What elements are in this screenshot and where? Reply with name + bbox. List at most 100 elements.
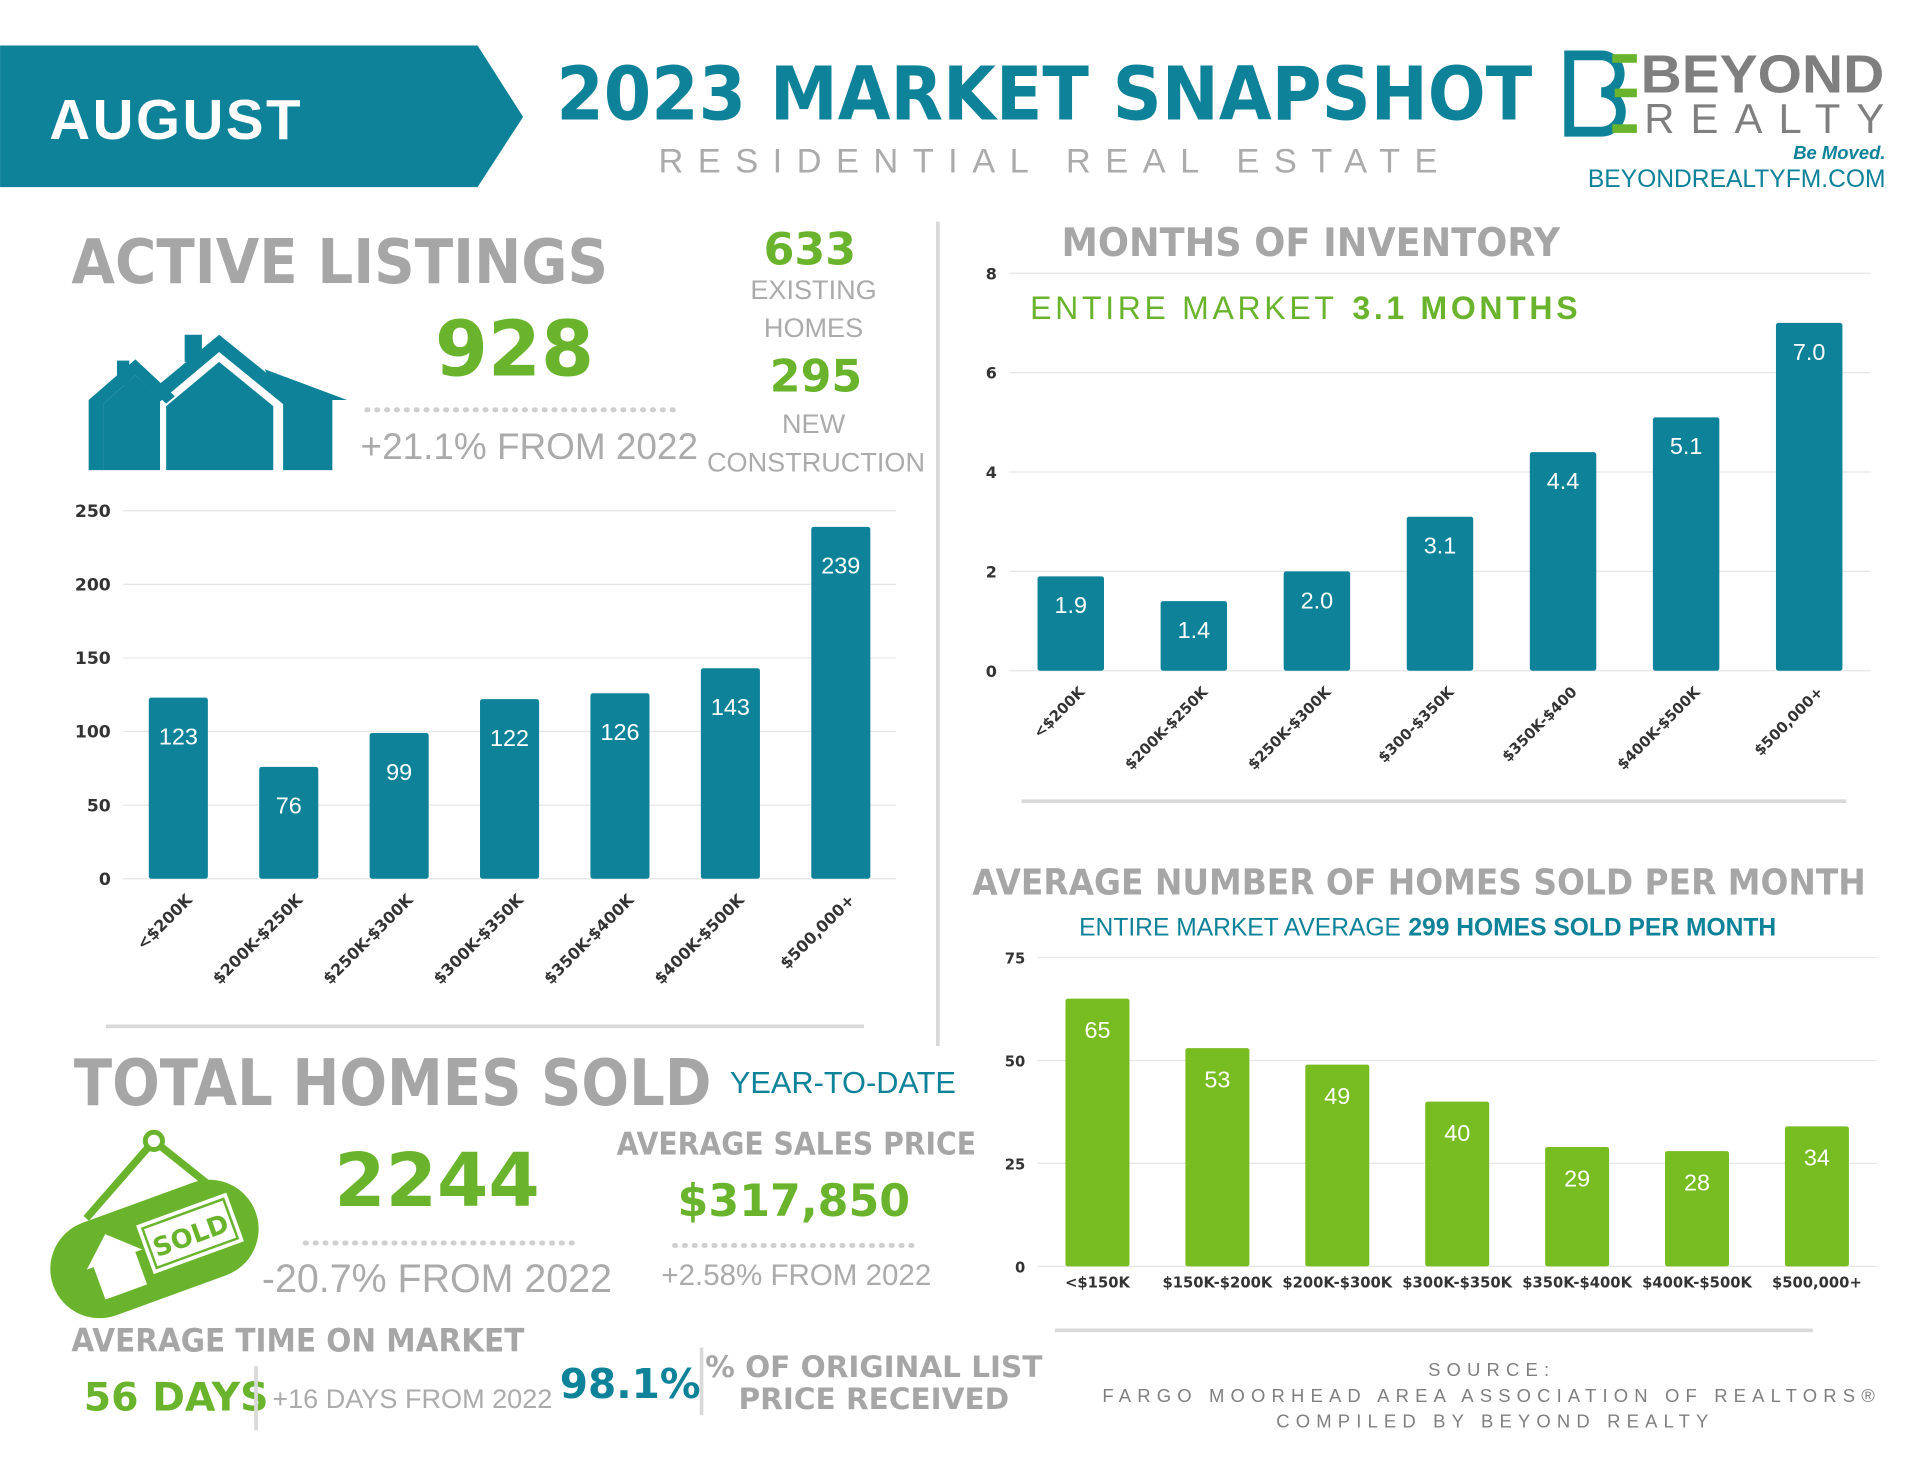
value-label: 28 (1684, 1169, 1710, 1195)
value-label: 40 (1444, 1120, 1470, 1146)
y-tick-label: 0 (99, 870, 111, 890)
bar (1784, 1126, 1849, 1267)
bar (1775, 322, 1843, 671)
y-tick-label: 250 (75, 502, 111, 522)
y-tick-label: 6 (986, 364, 997, 383)
bar (259, 766, 319, 879)
value-label: 1.9 (1055, 592, 1088, 618)
value-label: 126 (600, 719, 639, 745)
y-tick-label: 0 (986, 662, 997, 681)
value-label: 1.4 (1178, 617, 1211, 643)
new-label: CONSTRUCTION (707, 446, 925, 477)
value-label: 2.0 (1301, 587, 1333, 613)
x-tick-label: $400K-$500K (650, 890, 748, 988)
y-tick-label: 75 (1005, 951, 1026, 968)
y-tick-label: 100 (75, 723, 111, 743)
x-tick-label: $300K-$350K (430, 890, 528, 988)
bar (1665, 1151, 1730, 1267)
section-title: TOTAL HOMES SOLD (74, 1047, 712, 1121)
bar (1425, 1101, 1490, 1267)
tagline: Be Moved. (1793, 142, 1885, 163)
chart-title: MONTHS OF INVENTORY (1062, 220, 1561, 266)
price-title: AVERAGE SALES PRICE (617, 1126, 976, 1162)
listings-total: 928 (435, 304, 594, 393)
value-label: 122 (490, 725, 529, 751)
sold-total: 2244 (334, 1138, 539, 1224)
url: BEYONDREALTYFM.COM (1588, 166, 1886, 193)
list-price-value: 98.1% (560, 1360, 701, 1408)
existing-label: EXISTING (750, 274, 876, 305)
bar (700, 668, 760, 879)
source: FARGO MOORHEAD AREA ASSOCIATION OF REALT… (1102, 1385, 1881, 1406)
source: SOURCE: (1428, 1359, 1555, 1380)
sold-sign: SOLD (50, 1129, 259, 1319)
section-title: ACTIVE LISTINGS (71, 226, 608, 298)
y-tick-label: 8 (986, 264, 997, 283)
bar (1652, 417, 1720, 671)
new-label: NEW (782, 408, 846, 439)
existing-count: 633 (764, 225, 856, 276)
price-value: $317,850 (678, 1176, 911, 1227)
x-tick-label: $200K-$250K (1122, 683, 1212, 773)
chart-title: AVERAGE NUMBER OF HOMES SOLD PER MONTH (972, 863, 1865, 904)
bar (148, 697, 208, 879)
y-tick-label: 150 (75, 649, 111, 669)
x-tick-label: $300-$350K (1375, 683, 1458, 766)
month-banner (0, 45, 524, 188)
logo-mark (1564, 50, 1637, 137)
subtitle-value: 3.1 MONTHS (1352, 290, 1581, 326)
subtitle-text: ENTIRE MARKET (1030, 290, 1337, 326)
x-tick-label: $250K-$300K (319, 890, 417, 988)
houses-icon (88, 334, 348, 471)
x-tick-label: $500,000+ (776, 890, 858, 972)
page-subtitle: RESIDENTIAL REAL ESTATE (658, 142, 1437, 180)
y-tick-label: 0 (1015, 1260, 1025, 1277)
x-tick-label: $300K-$350K (1402, 1274, 1512, 1291)
x-tick-label: <$150K (1065, 1274, 1130, 1291)
bar (811, 526, 871, 879)
value-label: 49 (1324, 1083, 1350, 1109)
value-label: 99 (386, 759, 412, 785)
x-tick-label: <$200K (133, 890, 197, 954)
value-label: 29 (1564, 1165, 1590, 1191)
y-tick-label: 2 (986, 563, 997, 582)
value-label: 76 (276, 793, 302, 819)
value-label: 239 (821, 553, 860, 579)
price-change: +2.58% FROM 2022 (661, 1259, 931, 1292)
x-tick-label: $200K-$250K (209, 890, 307, 988)
y-tick-label: 25 (1005, 1157, 1026, 1174)
value-label: 3.1 (1424, 533, 1456, 559)
bar (1185, 1048, 1250, 1267)
bar (1529, 452, 1597, 671)
x-tick-label: $400K-$500K (1642, 1274, 1752, 1291)
subtitle-value: 299 HOMES SOLD PER MONTH (1408, 914, 1776, 941)
value-label: 5.1 (1670, 433, 1703, 459)
time-value: 56 DAYS (84, 1374, 269, 1420)
source: COMPILED BY BEYOND REALTY (1276, 1411, 1714, 1432)
listings-change: +21.1% FROM 2022 (361, 426, 698, 467)
bar (1037, 576, 1104, 671)
list-price-label: % OF ORIGINAL LIST (705, 1350, 1042, 1384)
subtitle-text: ENTIRE MARKET AVERAGE (1079, 914, 1401, 941)
bar (1545, 1146, 1610, 1267)
month: AUGUST (49, 88, 303, 151)
x-tick-label: $250K-$300K (1245, 683, 1335, 773)
value-label: 53 (1204, 1066, 1230, 1092)
bar (590, 693, 650, 879)
x-tick-label: $500,000+ (1772, 1274, 1862, 1291)
x-tick-label: $150K-$200K (1162, 1274, 1272, 1291)
x-tick-label: $400K-$500K (1614, 683, 1704, 773)
x-tick-label: $350K-$400 (1499, 684, 1581, 766)
page-title: 2023 MARKET SNAPSHOT (556, 51, 1532, 137)
bar (1160, 601, 1228, 671)
y-tick-label: 200 (75, 575, 111, 595)
value-label: 123 (159, 723, 198, 749)
existing-label: HOMES (764, 312, 863, 343)
x-tick-label: <$200K (1030, 683, 1088, 741)
x-tick-label: $200K-$300K (1282, 1274, 1392, 1291)
y-tick-label: 4 (986, 463, 997, 482)
time-change: +16 DAYS FROM 2022 (272, 1383, 552, 1414)
value-label: 7.0 (1793, 339, 1826, 365)
brand: BEYOND (1641, 44, 1885, 104)
section-qualifier: YEAR-TO-DATE (730, 1065, 956, 1100)
